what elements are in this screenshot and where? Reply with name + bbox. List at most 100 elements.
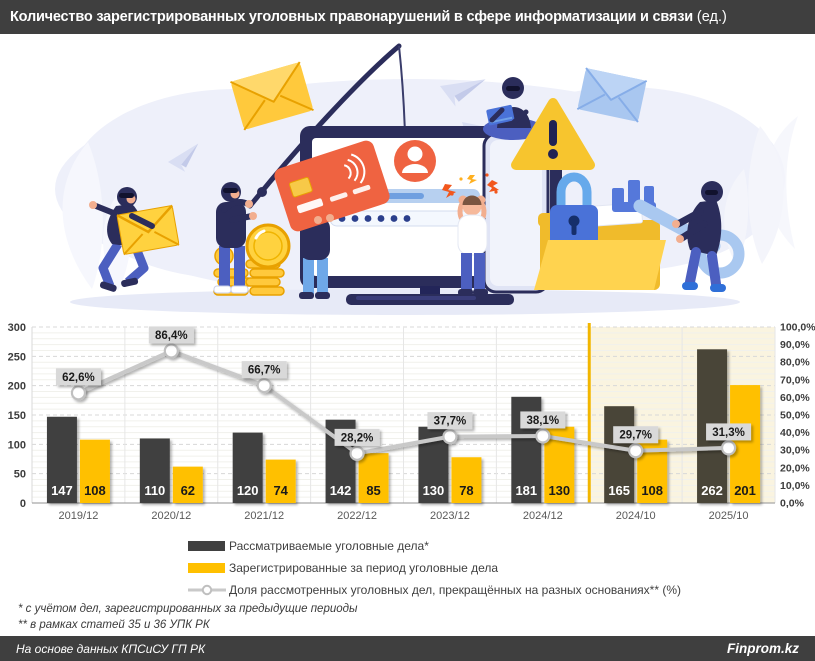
right-axis-tick: 20,0% bbox=[780, 462, 810, 474]
x-axis-label: 2024/12 bbox=[523, 510, 563, 522]
credit-card-icon bbox=[274, 140, 390, 232]
left-axis-tick: 250 bbox=[8, 351, 26, 363]
line-data-label-box bbox=[241, 361, 287, 379]
line-data-label: 37,7% bbox=[434, 416, 467, 428]
legend-swatch-dark-bar bbox=[188, 541, 225, 551]
right-axis-tick: 10,0% bbox=[780, 480, 810, 492]
combo-chart: 147 110 120 142 130 181 165 262 108 62 74 85 78 130 10… bbox=[8, 322, 815, 523]
right-axis-tick: 80,0% bbox=[780, 357, 810, 369]
bar-value-label: 165 bbox=[608, 483, 630, 498]
bar bbox=[172, 466, 203, 503]
chart-legend: Рассматриваемые уголовные дела* Зарегист… bbox=[188, 535, 681, 601]
bar-value-label: 147 bbox=[51, 483, 73, 498]
brand-logo: Finprom.kz bbox=[726, 641, 799, 656]
bar bbox=[232, 432, 263, 503]
bar-value-label: 78 bbox=[459, 483, 473, 498]
hero-illustration bbox=[55, 43, 798, 315]
user-avatar-icon bbox=[394, 140, 436, 182]
x-axis-label: 2023/12 bbox=[430, 510, 470, 522]
line-data-label: 38,1% bbox=[527, 415, 560, 427]
bar-value-label: 120 bbox=[237, 483, 259, 498]
line-data-label-box bbox=[148, 326, 194, 344]
line-data-label: 29,7% bbox=[619, 430, 652, 442]
line-marker bbox=[720, 440, 737, 456]
legend-item-line: Доля рассмотренных уголовных дел, прекра… bbox=[188, 579, 681, 601]
page-title: Количество зарегистрированных уголовных … bbox=[10, 9, 693, 25]
line-marker bbox=[442, 429, 458, 445]
bar bbox=[46, 416, 77, 503]
legend-swatch-line-marker bbox=[188, 584, 226, 596]
data-source: На основе данных КПСиСУ ГП РК bbox=[16, 641, 206, 656]
left-axis-tick: 200 bbox=[8, 381, 26, 393]
legend-item-yellow-bars: Зарегистрированные за период уголовные д… bbox=[188, 557, 681, 579]
right-axis-tick: 60,0% bbox=[780, 392, 810, 404]
bar-value-label: 130 bbox=[548, 483, 570, 498]
key-thief-figure bbox=[672, 181, 726, 292]
footnote-1: * с учётом дел, зарегистрированных за пр… bbox=[18, 603, 358, 615]
bar-value-label: 85 bbox=[366, 483, 380, 498]
padlock-icon bbox=[550, 172, 598, 247]
title-bar: Количество зарегистрированных уголовных … bbox=[0, 0, 815, 34]
right-axis-tick: 90,0% bbox=[780, 339, 810, 351]
line-data-label: 66,7% bbox=[248, 365, 281, 377]
running-thief-figure bbox=[89, 187, 180, 292]
line-data-label-box bbox=[613, 426, 659, 444]
legend-label: Зарегистрированные за период уголовные д… bbox=[229, 561, 499, 575]
x-axis-label: 2021/12 bbox=[244, 510, 284, 522]
right-axis-tick: 0,0% bbox=[780, 498, 805, 510]
line-data-label-box bbox=[520, 411, 566, 429]
x-axis-label: 2022/12 bbox=[337, 510, 377, 522]
line-data-label: 31,3% bbox=[712, 427, 745, 439]
warning-triangle-icon bbox=[511, 98, 595, 170]
paper-plane-icon bbox=[168, 143, 199, 172]
right-axis-tick: 100,0% bbox=[780, 322, 815, 334]
x-axis-label: 2024/10 bbox=[616, 510, 656, 522]
left-axis-tick: 100 bbox=[8, 439, 26, 451]
right-axis-tick: 70,0% bbox=[780, 374, 810, 386]
x-axis-label: 2020/12 bbox=[151, 510, 191, 522]
x-axis-label: 2025/10 bbox=[709, 510, 749, 522]
bars-group bbox=[46, 349, 761, 503]
left-axis-tick: 50 bbox=[14, 469, 26, 481]
bar-value-label: 181 bbox=[515, 483, 537, 498]
bar-value-label: 62 bbox=[181, 483, 195, 498]
paper-plane-icon bbox=[440, 79, 486, 107]
bar-value-label: 110 bbox=[144, 483, 165, 498]
line-marker bbox=[349, 445, 365, 461]
bar-value-label: 130 bbox=[423, 483, 445, 498]
envelope-icon-yellow bbox=[230, 61, 314, 131]
left-axis-tick: 300 bbox=[8, 322, 26, 334]
hacker-on-phone-figure bbox=[483, 77, 543, 140]
bar bbox=[265, 459, 296, 503]
bar bbox=[79, 439, 110, 503]
legend-swatch-yellow-bar bbox=[188, 563, 225, 573]
bar-value-label: 201 bbox=[734, 483, 756, 498]
stress-bolts bbox=[442, 173, 499, 198]
page-title-unit: (ед.) bbox=[696, 9, 727, 25]
line-marker bbox=[256, 378, 272, 394]
legend-label: Доля рассмотренных уголовных дел, прекра… bbox=[229, 583, 682, 597]
bar-value-label: 142 bbox=[330, 483, 352, 498]
line-series bbox=[76, 348, 731, 456]
left-axis-tick: 0 bbox=[20, 498, 26, 510]
envelope-icon-blue bbox=[576, 67, 648, 123]
line-data-label-box bbox=[334, 428, 380, 446]
right-axis-tick: 30,0% bbox=[780, 445, 810, 457]
bar-value-label: 108 bbox=[84, 483, 106, 498]
line-data-label: 86,4% bbox=[155, 330, 188, 342]
line-marker bbox=[628, 443, 644, 459]
line-marker bbox=[163, 343, 179, 359]
footnote-2: ** в рамках статей 35 и 36 УПК РК bbox=[18, 619, 210, 631]
line-marker bbox=[535, 428, 551, 444]
line-data-label: 62,6% bbox=[62, 372, 95, 384]
line-marker bbox=[70, 385, 87, 401]
chart-area: 147 110 120 142 130 181 165 262 108 62 74 85 78 130 10… bbox=[0, 317, 815, 532]
bar bbox=[451, 457, 482, 503]
line-data-label: 28,2% bbox=[341, 432, 374, 444]
bar-value-label: 108 bbox=[641, 483, 663, 498]
x-axis-label: 2019/12 bbox=[59, 510, 99, 522]
right-axis-tick: 50,0% bbox=[780, 410, 810, 422]
bar bbox=[139, 438, 170, 503]
left-axis-tick: 150 bbox=[8, 410, 26, 422]
